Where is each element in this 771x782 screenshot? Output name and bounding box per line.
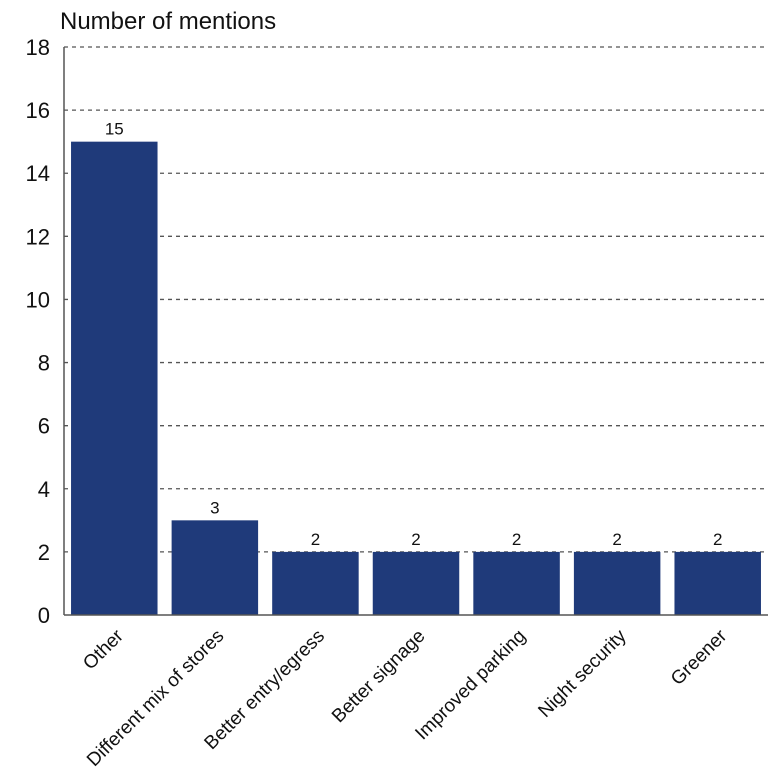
category-label: Better signage	[328, 626, 429, 727]
bars	[71, 141, 761, 615]
y-tick-label: 14	[26, 161, 50, 186]
y-tick-label: 4	[38, 477, 50, 502]
data-labels: 15 3 2 2 2 2 2	[105, 120, 723, 549]
data-label: 2	[512, 530, 521, 549]
bar	[674, 551, 761, 615]
data-label: 15	[105, 120, 124, 139]
grid-lines	[64, 46, 768, 553]
bar	[473, 551, 560, 615]
y-tick-label: 8	[38, 351, 50, 376]
y-axis-title: Number of mentions	[60, 8, 276, 35]
y-tick-label: 18	[26, 35, 50, 60]
y-tick-label: 12	[26, 224, 50, 249]
data-label: 2	[311, 530, 320, 549]
y-tick-label: 0	[38, 603, 50, 628]
bar	[171, 520, 259, 615]
data-label: 2	[713, 530, 722, 549]
y-tick-label: 2	[38, 540, 50, 565]
data-label: 2	[612, 530, 621, 549]
bar	[71, 141, 158, 615]
y-tick-label: 16	[26, 98, 50, 123]
data-label: 2	[411, 530, 420, 549]
bar	[573, 551, 661, 615]
category-label: Other	[79, 625, 128, 674]
axes	[63, 47, 768, 616]
category-label: Night security	[534, 625, 631, 722]
bar	[272, 551, 359, 615]
data-label: 3	[210, 498, 219, 517]
bar	[372, 551, 460, 615]
category-label: Greener	[667, 625, 732, 690]
category-label: Improved parking	[411, 626, 530, 745]
y-tick-label: 6	[38, 414, 50, 439]
y-tick-label: 10	[26, 287, 50, 312]
y-tick-labels: 0 2 4 6 8 10 12 14 16 18	[26, 35, 50, 628]
